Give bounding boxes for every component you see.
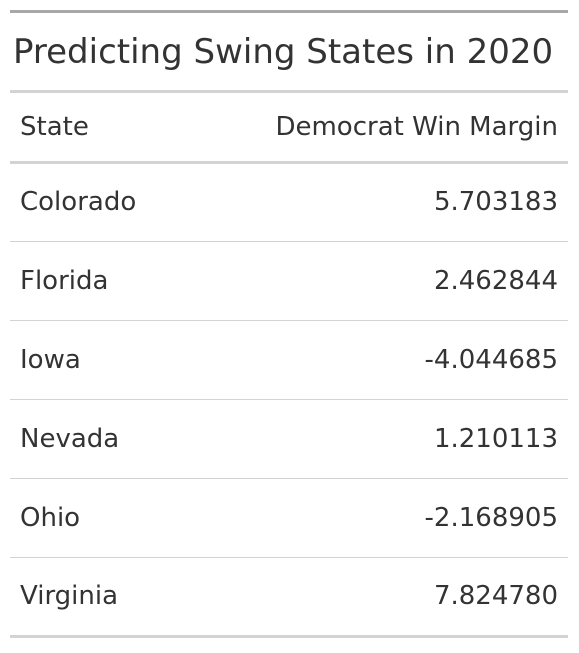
state-cell: Nevada	[10, 399, 234, 479]
header-row: State Democrat Win Margin	[10, 93, 568, 164]
table-row: Colorado 5.703183	[10, 162, 568, 242]
state-cell: Colorado	[10, 162, 234, 242]
table-title: Predicting Swing States in 2020	[10, 13, 568, 93]
state-cell: Iowa	[10, 320, 234, 400]
table-row: Iowa -4.044685	[10, 320, 568, 400]
table-row: Ohio -2.168905	[10, 478, 568, 558]
state-cell: Ohio	[10, 478, 234, 558]
margin-cell: 5.703183	[233, 162, 568, 242]
margin-cell: -4.044685	[233, 320, 568, 400]
margin-cell: 2.462844	[233, 241, 568, 321]
margin-cell: 1.210113	[233, 399, 568, 479]
margin-cell: -2.168905	[233, 478, 568, 558]
swing-states-table: Predicting Swing States in 2020 State De…	[10, 10, 568, 638]
margin-cell: 7.824780	[233, 557, 568, 638]
state-cell: Florida	[10, 241, 234, 321]
state-cell: Virginia	[10, 557, 234, 638]
column-header-margin: Democrat Win Margin	[233, 93, 568, 164]
table-row: Florida 2.462844	[10, 241, 568, 321]
table-row: Nevada 1.210113	[10, 399, 568, 479]
table-row: Virginia 7.824780	[10, 557, 568, 638]
top-rule	[10, 10, 568, 13]
data-table: State Democrat Win Margin Colorado 5.703…	[10, 93, 568, 638]
column-header-state: State	[10, 93, 234, 164]
